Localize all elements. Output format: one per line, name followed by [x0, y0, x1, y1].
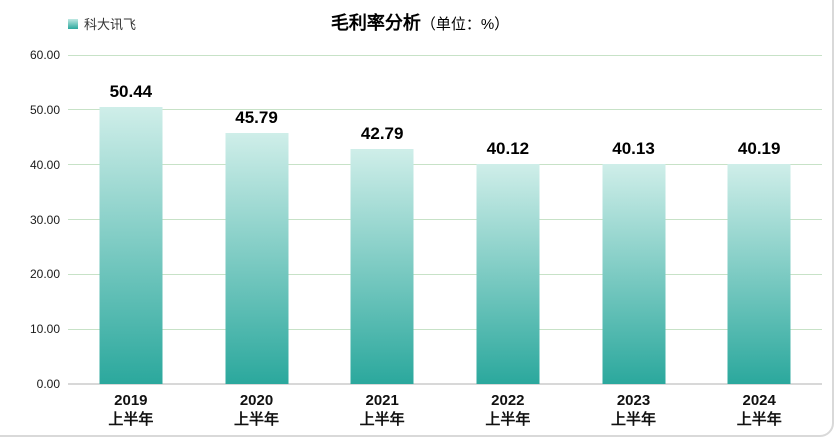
bar-value-label: 45.79 [235, 107, 278, 127]
bar-value-label: 42.79 [360, 124, 404, 144]
x-axis: 2019 上半年 2020 上半年 2021 上半年 2022 上半年 2023 上半年 2024 上… [68, 391, 822, 429]
bar-column: 40.13 [571, 55, 697, 384]
x-tick-label: 2024 上半年 [696, 391, 822, 429]
bar-value-label: 40.19 [737, 138, 781, 158]
chart-title-text: 毛利率分析 [330, 13, 421, 33]
bar-value-label: 50.44 [109, 82, 153, 102]
bar [225, 132, 288, 384]
gridline [68, 54, 822, 56]
x-tick-line: 上半年 [359, 411, 405, 428]
gridline [68, 273, 822, 275]
bar [350, 149, 414, 384]
x-tick-line: 上半年 [611, 411, 657, 428]
x-tick-label: 2020 上半年 [194, 391, 320, 429]
bar-column: 40.12 [445, 55, 571, 384]
y-tick-label: 10.00 [29, 322, 60, 337]
y-axis: 60.00 50.00 40.00 30.00 20.00 10.00 0.00 [0, 48, 60, 391]
y-tick-label: 0.00 [36, 377, 60, 391]
legend-swatch-icon [68, 18, 78, 29]
x-axis-baseline [68, 383, 822, 385]
x-tick-line: 2022 [491, 392, 525, 409]
gridline [68, 164, 822, 166]
legend: 科大讯飞 [68, 14, 136, 33]
y-tick-label: 50.00 [29, 102, 60, 117]
x-tick-line: 2021 [365, 392, 399, 409]
plot-area: 50.44 45.79 42.79 40.12 40.13 40.19 [68, 54, 822, 385]
x-tick-line: 2019 [114, 392, 148, 409]
x-tick-line: 上半年 [234, 411, 280, 428]
bar [99, 107, 163, 384]
x-tick-label: 2019 上半年 [68, 391, 194, 429]
bar [476, 164, 540, 384]
gridline [68, 328, 822, 330]
bar-value-label: 40.13 [612, 138, 655, 158]
gridline [68, 109, 822, 111]
bar-column: 40.19 [696, 55, 822, 384]
chart-title: 毛利率分析（单位：%） [0, 9, 840, 35]
bar-column: 50.44 [68, 55, 194, 384]
y-tick-label: 40.00 [29, 157, 60, 172]
chart-title-unit: （单位：%） [420, 16, 510, 33]
bar-columns: 50.44 45.79 42.79 40.12 40.13 40.19 [68, 55, 822, 384]
gridline [68, 219, 822, 220]
bar [727, 163, 791, 384]
bar-column: 45.79 [194, 55, 320, 384]
x-tick-line: 2024 [742, 392, 776, 409]
x-tick-label: 2022 上半年 [445, 391, 571, 429]
y-tick-label: 30.00 [29, 212, 60, 227]
x-tick-line: 2020 [239, 392, 274, 409]
bar-column: 42.79 [319, 55, 445, 384]
y-tick-label: 60.00 [29, 48, 60, 62]
bar-value-label: 40.12 [486, 139, 530, 159]
y-tick-label: 20.00 [29, 267, 60, 282]
x-tick-label: 2023 上半年 [571, 391, 697, 429]
x-tick-line: 上半年 [736, 411, 782, 428]
x-tick-line: 2023 [616, 392, 651, 409]
x-tick-label: 2021 上半年 [319, 391, 445, 429]
legend-series-label: 科大讯飞 [84, 17, 137, 32]
x-tick-line: 上半年 [485, 411, 531, 428]
bar [602, 163, 666, 384]
x-tick-line: 上半年 [108, 411, 154, 428]
